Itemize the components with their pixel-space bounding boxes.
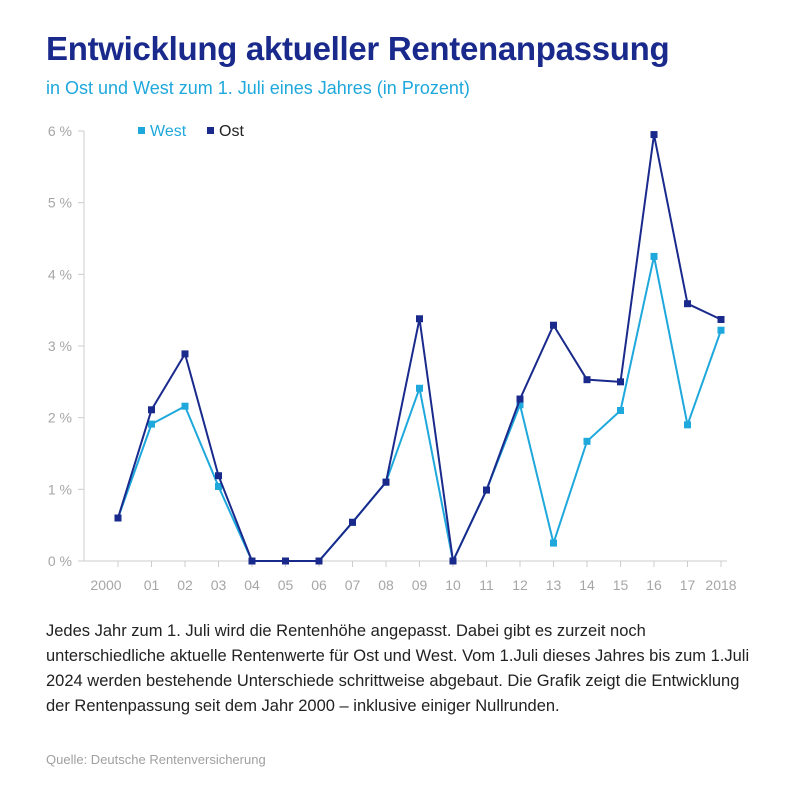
legend-label-ost: Ost xyxy=(219,123,244,140)
x-tick-label: 10 xyxy=(445,577,461,593)
x-tick-label: 17 xyxy=(680,577,696,593)
data-point-ost xyxy=(483,486,490,494)
source-note: Quelle: Deutsche Rentenversicherung xyxy=(46,752,266,767)
line-chart: 0 % 1 % 2 % 3 % 4 % 5 % 6 % 2000 01 02 03 04 05 06 07 0… xyxy=(48,123,737,593)
x-tick-label: 12 xyxy=(512,577,528,593)
data-point-ost xyxy=(550,321,557,329)
data-point-ost xyxy=(349,518,356,526)
data-point-ost xyxy=(449,557,457,565)
data-point-west xyxy=(717,326,725,334)
data-point-ost xyxy=(583,376,591,384)
data-point-ost xyxy=(650,131,658,139)
data-point-ost xyxy=(617,378,624,386)
x-tick-label: 01 xyxy=(144,577,160,593)
legend-label-west: West xyxy=(150,123,187,140)
data-point-west xyxy=(650,252,658,260)
x-tick-label: 07 xyxy=(345,577,361,593)
data-point-west xyxy=(550,539,557,547)
data-point-west xyxy=(617,407,624,414)
x-tick-label: 08 xyxy=(378,577,394,593)
data-point-ost xyxy=(717,315,725,323)
data-point-ost xyxy=(148,406,155,414)
y-tick-label: 0 % xyxy=(48,553,72,569)
y-tick-label: 1 % xyxy=(48,481,72,497)
x-tick-label: 14 xyxy=(579,577,595,593)
y-tick-label: 3 % xyxy=(48,338,72,354)
x-tick-label: 2018 xyxy=(705,577,736,593)
data-point-ost xyxy=(382,478,390,486)
data-point-west xyxy=(583,437,591,445)
data-point-west xyxy=(215,482,222,490)
x-tick-label: 04 xyxy=(244,577,260,593)
x-tick-label: 02 xyxy=(177,577,193,593)
data-point-ost xyxy=(248,557,256,565)
data-point-ost xyxy=(181,350,189,358)
x-tick-label: 11 xyxy=(479,577,494,593)
x-tick-label: 16 xyxy=(646,577,662,593)
legend-marker-ost xyxy=(207,127,214,134)
x-tick-label: 06 xyxy=(311,577,327,593)
data-point-ost xyxy=(684,300,691,308)
chart-subtitle: in Ost und West zum 1. Juli eines Jahres… xyxy=(46,78,470,98)
x-tick-label: 05 xyxy=(278,577,294,593)
x-tick-label: 15 xyxy=(613,577,629,593)
y-tick-label: 6 % xyxy=(48,123,72,139)
chart-title: Entwicklung aktueller Rentenanpassung xyxy=(46,30,670,67)
data-point-ost xyxy=(282,557,289,565)
y-tick-label: 5 % xyxy=(48,195,72,211)
data-point-ost xyxy=(215,472,222,480)
x-tick-label: 2000 xyxy=(90,577,121,593)
data-point-west xyxy=(148,420,155,428)
data-point-west xyxy=(684,421,691,429)
description-text: Jedes Jahr zum 1. Juli wird die Rentenhö… xyxy=(46,622,750,715)
data-point-ost xyxy=(114,514,122,522)
data-point-west xyxy=(416,384,423,392)
x-tick-label: 03 xyxy=(211,577,227,593)
data-point-west xyxy=(516,401,524,409)
data-point-ost xyxy=(416,315,423,323)
series-line-ost xyxy=(117,133,722,562)
data-point-ost xyxy=(315,557,323,565)
x-tick-label: 09 xyxy=(412,577,428,593)
y-tick-label: 4 % xyxy=(48,266,72,282)
data-point-west xyxy=(181,402,189,410)
data-point-ost xyxy=(516,395,524,403)
legend-marker-west xyxy=(138,127,145,134)
y-tick-label: 2 % xyxy=(48,410,72,426)
x-tick-label: 13 xyxy=(546,577,562,593)
